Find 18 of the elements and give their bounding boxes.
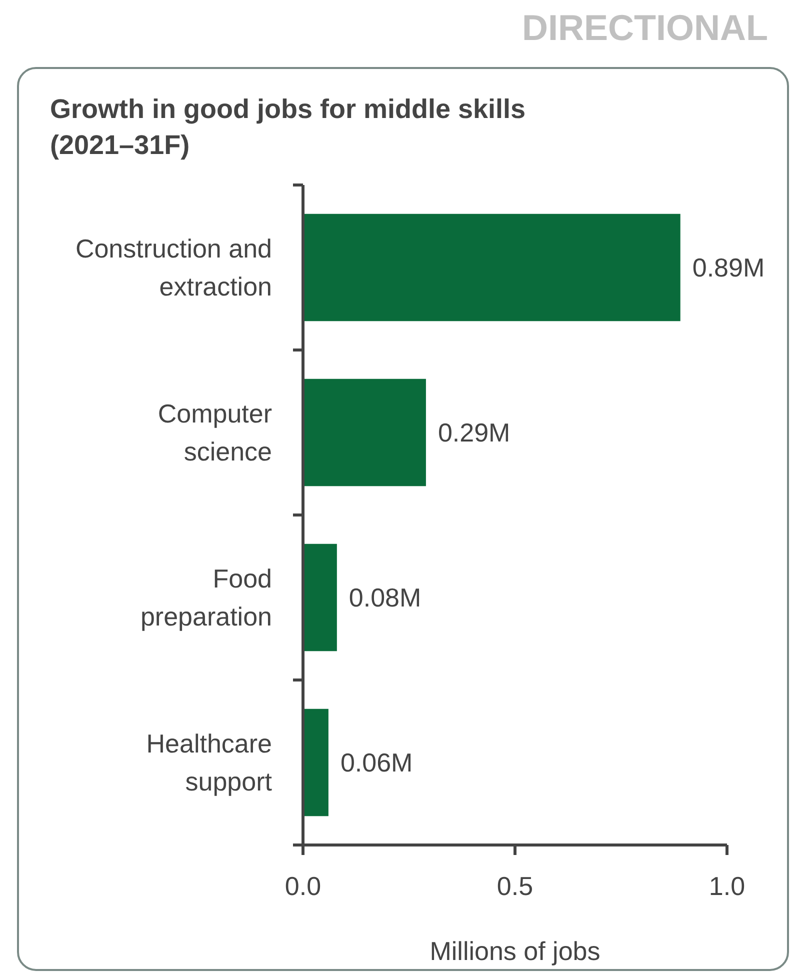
x-axis-title: Millions of jobs [430, 936, 600, 966]
data-label: 0.08M [348, 582, 422, 613]
bar [303, 214, 680, 322]
bar [303, 708, 328, 816]
chart-title: Growth in good jobs for middle skills (2021–31F) [50, 94, 526, 160]
x-tick-label: 0.0 [284, 871, 322, 901]
y-tick-label: Construction and extraction [75, 234, 272, 302]
data-label: 0.06M [340, 748, 413, 778]
x-tick-label: 1.0 [708, 871, 746, 901]
text: DIRECTIONAL [522, 7, 768, 48]
bar [303, 544, 337, 652]
bar [303, 378, 426, 486]
data-label: 0.29M [438, 418, 510, 448]
y-tick-label: Food preparation [140, 564, 272, 632]
data-label: 0.89M [692, 252, 765, 283]
x-tick-label: 0.5 [496, 871, 534, 901]
y-tick-label: Computer science [158, 398, 272, 467]
y-tick-label: Healthcare support [146, 728, 273, 797]
